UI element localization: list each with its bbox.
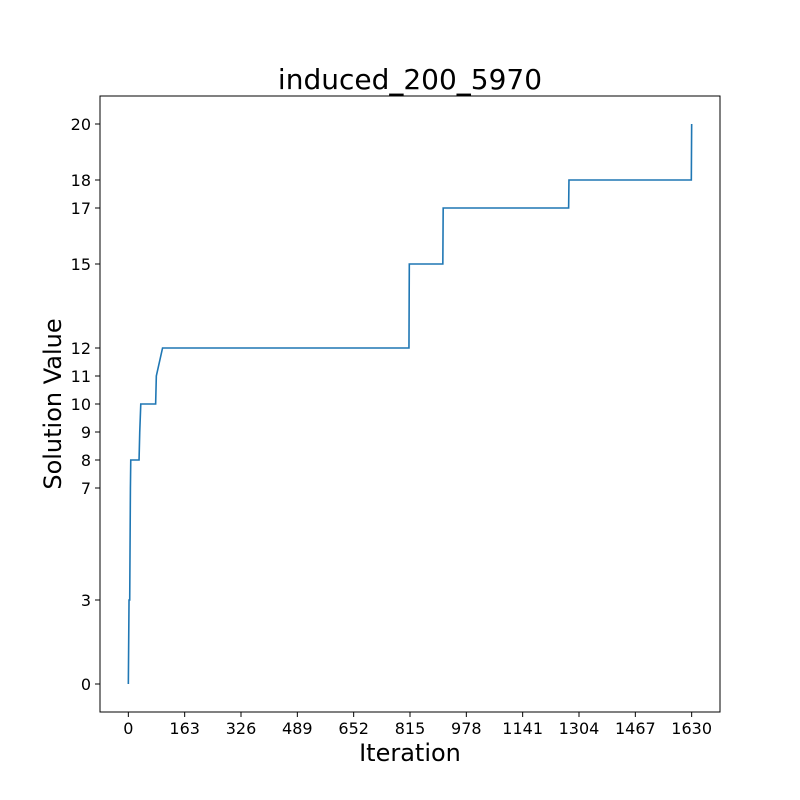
- x-axis-ticks: 0 163 326 489 652 815 978 1141 1304 1467 1630: [123, 712, 712, 738]
- y-tick-label: 17: [71, 199, 91, 218]
- x-tick-label: 1141: [502, 719, 543, 738]
- y-tick-label: 12: [71, 339, 91, 358]
- y-tick-label: 20: [71, 115, 91, 134]
- y-tick-label: 15: [71, 255, 91, 274]
- y-tick-label: 11: [71, 367, 91, 386]
- y-tick-label: 7: [81, 479, 91, 498]
- y-axis-ticks: 0 3 7 8 9 10 11 12 15 17 18 20: [71, 115, 100, 694]
- plot-frame: [99, 95, 721, 713]
- y-tick-label: 10: [71, 395, 91, 414]
- y-tick-label: 18: [71, 171, 91, 190]
- x-tick-label: 0: [123, 719, 133, 738]
- y-tick-label: 0: [81, 675, 91, 694]
- x-tick-label: 652: [338, 719, 369, 738]
- y-tick-label: 3: [81, 591, 91, 610]
- y-tick-label: 8: [81, 451, 91, 470]
- x-tick-label: 1304: [559, 719, 600, 738]
- x-tick-label: 489: [282, 719, 313, 738]
- x-tick-label: 1467: [615, 719, 656, 738]
- chart-title: induced_200_5970: [278, 63, 542, 96]
- x-axis-label: Iteration: [359, 739, 461, 767]
- x-tick-label: 326: [226, 719, 257, 738]
- x-tick-label: 978: [451, 719, 482, 738]
- series-line: [127, 123, 693, 685]
- x-tick-label: 163: [169, 719, 200, 738]
- x-tick-label: 1630: [671, 719, 712, 738]
- y-tick-label: 9: [81, 423, 91, 442]
- x-tick-label: 815: [395, 719, 426, 738]
- y-axis-label: Solution Value: [39, 318, 67, 489]
